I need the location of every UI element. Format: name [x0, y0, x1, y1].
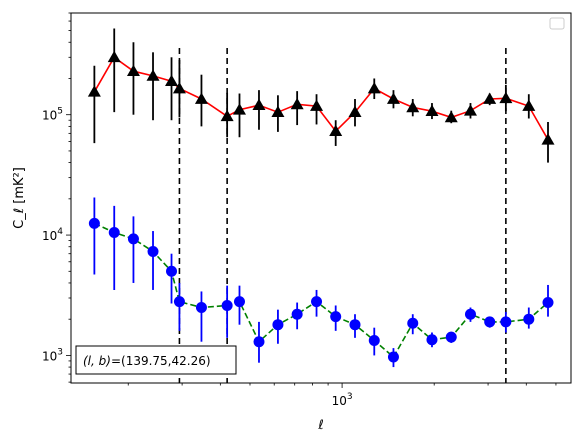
data-point	[173, 296, 185, 308]
annotation-text: (l, b)=(139.75,42.26)	[83, 354, 211, 368]
data-point	[348, 105, 362, 118]
data-point	[272, 319, 284, 331]
series-line	[94, 222, 549, 359]
series-0	[87, 28, 555, 163]
data-point	[195, 302, 207, 314]
data-point	[484, 316, 496, 328]
data-point	[426, 334, 438, 346]
data-point	[386, 92, 400, 104]
data-point	[349, 319, 361, 331]
data-point	[87, 85, 101, 97]
data-point	[444, 110, 458, 123]
data-point	[291, 308, 303, 320]
annotation-value: =(139.75,42.26)	[111, 354, 211, 368]
data-point	[445, 331, 457, 343]
y-axis-label: C_ℓ [mK²]	[12, 167, 27, 229]
tick-exponent: 4	[57, 227, 63, 237]
data-point	[311, 296, 323, 308]
data-point	[127, 233, 139, 245]
annotation-prefix: (l, b)	[83, 354, 111, 368]
legend-frame	[549, 17, 565, 30]
series-1	[88, 197, 554, 368]
tick-exponent: 5	[57, 107, 63, 117]
annotation-frame	[75, 345, 237, 375]
data-point	[522, 99, 536, 111]
data-point	[523, 313, 535, 325]
x-tick-label: 103	[332, 392, 353, 408]
series-line	[93, 56, 549, 141]
data-point	[108, 227, 120, 239]
data-point	[232, 103, 246, 115]
data-point	[194, 92, 208, 104]
data-point	[499, 91, 513, 104]
data-point	[107, 50, 121, 63]
y-tick-label: 103	[42, 347, 63, 363]
data-point	[425, 104, 439, 117]
legend-box	[549, 17, 565, 30]
data-point	[166, 265, 178, 277]
data-point	[330, 311, 342, 323]
data-point	[233, 296, 245, 308]
data-point	[464, 308, 476, 320]
tick-exponent: 3	[57, 347, 63, 357]
annotation-box: (l, b)=(139.75,42.26)	[75, 345, 237, 375]
data-point	[290, 97, 304, 110]
data-point	[172, 82, 186, 94]
data-point	[407, 317, 419, 329]
data-point	[146, 69, 160, 81]
tick-base: 10	[332, 394, 347, 408]
y-tick-label: 104	[42, 227, 63, 243]
tick-base: 10	[42, 109, 57, 123]
tick-exponent: 3	[347, 392, 353, 402]
data-point	[387, 351, 399, 363]
tick-base: 10	[42, 229, 57, 243]
plot-frame	[70, 12, 572, 384]
data-point	[368, 335, 380, 347]
data-point	[252, 98, 266, 111]
data-point	[220, 109, 234, 122]
data-point	[541, 133, 555, 145]
data-point	[483, 92, 497, 104]
data-point	[310, 99, 324, 111]
marks-layer	[87, 28, 555, 383]
data-point	[221, 299, 233, 311]
y-tick-label: 105	[42, 107, 63, 123]
data-point	[165, 74, 179, 87]
data-point	[500, 316, 512, 328]
data-point	[271, 105, 285, 118]
data-point	[253, 336, 265, 348]
x-axis-label: ℓ	[317, 418, 323, 433]
data-point	[406, 100, 420, 113]
data-point	[126, 64, 140, 77]
data-point	[367, 82, 381, 94]
data-point	[329, 124, 343, 137]
data-point	[88, 217, 100, 229]
data-point	[463, 104, 477, 116]
tick-base: 10	[42, 349, 57, 363]
data-point	[542, 297, 554, 309]
data-point	[147, 246, 159, 258]
